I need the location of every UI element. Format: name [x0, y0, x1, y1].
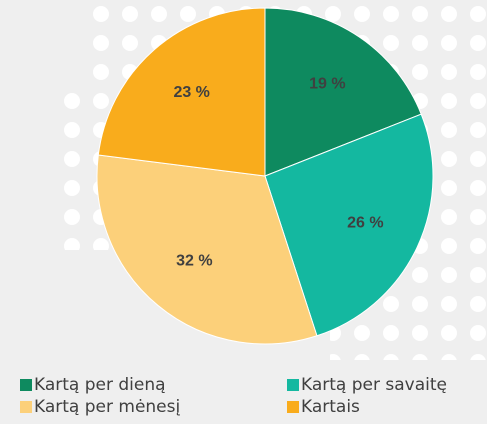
value-label: 19 %	[309, 76, 345, 93]
pie-slice	[264, 7, 422, 177]
legend-label: Kartą per mėnesį	[34, 397, 180, 417]
legend: Kartą per dieną Kartą per savaitę Kartą pe…	[20, 375, 447, 417]
legend-swatch	[287, 401, 299, 413]
legend-swatch	[287, 379, 299, 391]
pie-slice	[97, 7, 266, 177]
value-label: 32 %	[176, 253, 212, 270]
pie-slice	[96, 154, 318, 345]
pie: 19 % 26 % 32 % 23 %	[96, 7, 434, 345]
legend-swatch	[20, 379, 32, 391]
legend-label: Kartais	[301, 397, 360, 417]
value-label: 23 %	[173, 84, 209, 101]
value-label: 26 %	[347, 214, 383, 231]
legend-label: Kartą per savaitę	[301, 375, 447, 395]
legend-label: Kartą per dieną	[34, 375, 166, 395]
legend-swatch	[20, 401, 32, 413]
pie-slice	[264, 113, 434, 337]
